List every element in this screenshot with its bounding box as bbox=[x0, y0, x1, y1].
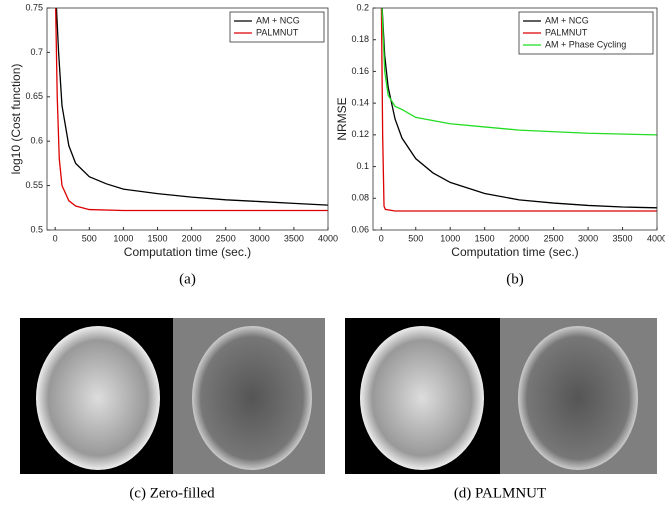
caption: (c) Zero-filled bbox=[129, 485, 215, 501]
x-tick-label: 1000 bbox=[440, 233, 460, 243]
x-tick-label: 2000 bbox=[509, 233, 529, 243]
x-axis-label: Computation time (sec.) bbox=[451, 245, 578, 259]
x-tick-label: 1500 bbox=[475, 233, 495, 243]
y-tick-label: 0.06 bbox=[351, 224, 369, 234]
y-tick-label: 0.75 bbox=[25, 2, 43, 12]
x-tick-label: 1500 bbox=[147, 233, 167, 243]
x-tick-label: 3500 bbox=[284, 233, 304, 243]
image-d bbox=[345, 318, 657, 474]
x-tick-label: 3000 bbox=[250, 233, 270, 243]
y-tick-label: 0.5 bbox=[30, 224, 43, 234]
y-axis-label: log10 (Cost function) bbox=[9, 64, 23, 175]
y-tick-label: 0.16 bbox=[351, 66, 369, 76]
x-tick-label: 4000 bbox=[647, 233, 665, 243]
y-axis-label: NRMSE bbox=[335, 97, 349, 140]
y-tick-label: 0.08 bbox=[351, 193, 369, 203]
x-tick-label: 4000 bbox=[318, 233, 338, 243]
y-tick-label: 0.12 bbox=[351, 129, 369, 139]
figure: (c) Zero-filled (d) PALMNUT 0.5 0.55 0.6 0.… bbox=[0, 0, 665, 510]
x-tick-label: 500 bbox=[82, 233, 97, 243]
legend-label: AM + Phase Cycling bbox=[545, 39, 626, 49]
y-tick-label: 0.1 bbox=[356, 161, 369, 171]
caption: (b) bbox=[506, 271, 524, 287]
x-tick-label: 2000 bbox=[182, 233, 202, 243]
caption: (d) PALMNUT bbox=[454, 485, 546, 501]
y-tick-label: 0.7 bbox=[30, 47, 43, 57]
legend-label: AM + NCG bbox=[545, 15, 589, 25]
y-tick-label: 0.6 bbox=[30, 136, 43, 146]
legend-label: AM + NCG bbox=[256, 15, 300, 25]
x-tick-label: 3000 bbox=[578, 233, 598, 243]
legend-label: PALMNUT bbox=[256, 27, 299, 37]
x-tick-label: 0 bbox=[53, 233, 58, 243]
image-c bbox=[20, 318, 325, 474]
x-tick-label: 500 bbox=[408, 233, 423, 243]
y-tick-label: 0.2 bbox=[356, 2, 369, 12]
x-tick-label: 2500 bbox=[544, 233, 564, 243]
x-tick-label: 2500 bbox=[216, 233, 236, 243]
x-axis-label: Computation time (sec.) bbox=[124, 245, 251, 259]
legend-label: PALMNUT bbox=[545, 27, 588, 37]
x-tick-label: 3500 bbox=[613, 233, 633, 243]
y-tick-label: 0.55 bbox=[25, 180, 43, 190]
x-tick-label: 1000 bbox=[113, 233, 133, 243]
y-tick-label: 0.18 bbox=[351, 34, 369, 44]
caption: (a) bbox=[179, 271, 196, 287]
y-tick-label: 0.14 bbox=[351, 98, 369, 108]
y-tick-label: 0.65 bbox=[25, 91, 43, 101]
x-tick-label: 0 bbox=[379, 233, 384, 243]
